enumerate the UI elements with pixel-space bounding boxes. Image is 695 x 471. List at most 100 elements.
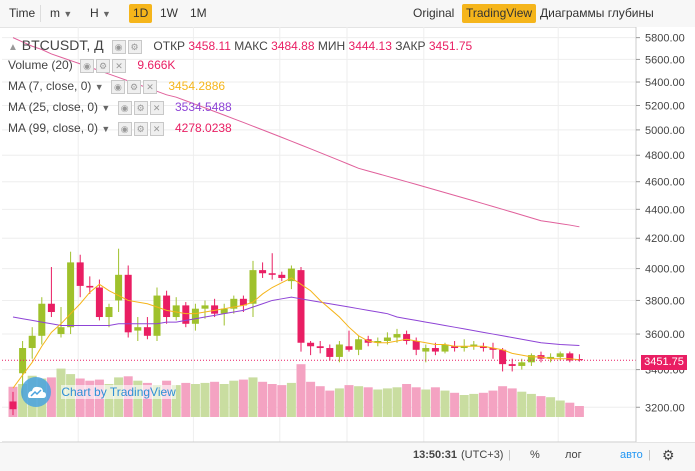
volume-bar <box>219 384 229 417</box>
interval-1m-button[interactable]: 1M <box>190 6 207 20</box>
volume-bar <box>459 395 469 417</box>
toolbar-divider <box>40 5 41 22</box>
candle-body <box>124 274 132 333</box>
low-label: МИН <box>317 39 346 53</box>
y-tick-label: 5000.00 <box>645 125 685 137</box>
chevron-down-icon[interactable]: ▼ <box>94 82 104 92</box>
candle-body <box>518 362 526 366</box>
close-icon[interactable]: ✕ <box>149 101 164 116</box>
view-original-button[interactable]: Original <box>413 6 455 20</box>
logo-text: Chart by TradingView <box>61 385 176 399</box>
y-tick-label: 4800.00 <box>645 150 685 162</box>
volume-bar <box>546 397 556 417</box>
candle-body <box>95 287 103 318</box>
candle-body <box>335 344 343 357</box>
hours-dropdown[interactable]: H ▼ <box>90 4 111 23</box>
candle-body <box>47 303 55 313</box>
ma99-line <box>12 37 580 228</box>
candle-body <box>28 335 36 349</box>
volume-bar <box>344 385 354 417</box>
volume-bar <box>152 385 162 417</box>
close-label: ЗАКР <box>395 39 426 53</box>
close-icon[interactable]: ✕ <box>142 80 157 95</box>
candle-body <box>153 295 161 336</box>
y-tick-label: 5800.00 <box>645 33 685 45</box>
settings-icon[interactable]: ⚙ <box>133 101 148 116</box>
volume-bar <box>46 377 56 417</box>
volume-bar <box>190 384 200 417</box>
minutes-dropdown[interactable]: m ▼ <box>50 4 72 23</box>
close-icon[interactable]: ✕ <box>149 122 164 137</box>
volume-bar <box>450 392 460 417</box>
y-tick-label: 5400.00 <box>645 77 685 89</box>
candle-body <box>316 346 324 349</box>
candle-body <box>9 401 17 410</box>
chevron-down-icon[interactable]: ▼ <box>101 103 111 113</box>
candle-body <box>326 348 334 357</box>
volume-bar <box>296 364 306 417</box>
toolbar-divider: | <box>508 449 511 461</box>
collapse-icon[interactable]: ▲ <box>8 42 18 53</box>
volume-bar <box>210 381 220 417</box>
last-price-tag: 3451.75 <box>641 355 687 370</box>
legend-ma25-row: MA (25, close, 0) ▼ ◉ ⚙ ✕ 3534.5488 <box>8 100 232 116</box>
visibility-icon[interactable]: ◉ <box>117 101 132 116</box>
view-tradingview-button[interactable]: TradingView <box>462 4 537 23</box>
candle-body <box>297 270 305 343</box>
volume-value: 9.666K <box>137 58 176 72</box>
log-toggle[interactable]: лог <box>565 449 582 461</box>
settings-icon[interactable]: ⚙ <box>127 40 142 55</box>
candle-body <box>86 285 94 288</box>
candle-body <box>499 349 507 365</box>
interval-1w-button[interactable]: 1W <box>160 6 178 20</box>
volume-bar <box>411 387 421 417</box>
candle-body <box>412 341 420 350</box>
candle-body <box>191 308 199 324</box>
candle-body <box>527 355 535 363</box>
visibility-icon[interactable]: ◉ <box>117 122 132 137</box>
volume-bar <box>469 393 479 417</box>
visibility-icon[interactable]: ◉ <box>110 80 125 95</box>
visibility-icon[interactable]: ◉ <box>80 59 95 74</box>
volume-bar <box>56 368 66 417</box>
candle-body <box>422 348 430 352</box>
volume-bar <box>565 402 575 417</box>
volume-bar <box>430 387 440 417</box>
volume-bar <box>354 386 364 417</box>
auto-toggle[interactable]: авто <box>620 449 643 461</box>
tradingview-logo[interactable]: Chart by TradingView <box>20 376 176 408</box>
volume-bar <box>478 392 488 417</box>
moving-averages <box>2 37 636 389</box>
chevron-down-icon[interactable]: ▼ <box>101 124 111 134</box>
volume-bar <box>238 379 248 417</box>
settings-icon[interactable]: ⚙ <box>133 122 148 137</box>
volume-bar <box>200 382 210 417</box>
view-depth-button[interactable]: Диаграммы глубины <box>540 6 654 20</box>
candle-body <box>307 342 315 347</box>
chevron-down-icon: ▼ <box>63 9 73 19</box>
settings-icon[interactable]: ⚙ <box>96 59 111 74</box>
settings-icon[interactable]: ⚙ <box>126 80 141 95</box>
candle-body <box>259 270 267 274</box>
percent-toggle[interactable]: % <box>530 449 540 461</box>
volume-bar <box>277 385 287 417</box>
candle-body <box>460 346 468 349</box>
candle-body <box>220 308 228 314</box>
candle-body <box>556 353 564 357</box>
candle-body <box>451 346 459 349</box>
time-label[interactable]: Time <box>9 6 36 20</box>
candle-body <box>278 274 286 278</box>
chart-grid <box>2 27 646 442</box>
visibility-icon[interactable]: ◉ <box>111 40 126 55</box>
timezone-label[interactable]: (UTC+3) <box>461 449 504 461</box>
volume-bar <box>536 396 546 417</box>
close-icon[interactable]: ✕ <box>112 59 127 74</box>
interval-1d-button[interactable]: 1D <box>129 4 153 23</box>
candle-body <box>489 348 497 350</box>
y-tick-label: 3600.00 <box>645 329 685 341</box>
price-chart[interactable]: 3200.003400.003600.003800.004000.004200.… <box>0 27 695 442</box>
settings-icon[interactable]: ⚙ <box>662 447 675 463</box>
volume-bar <box>267 384 277 417</box>
volume-bar <box>171 385 181 417</box>
volume-bar <box>306 381 316 417</box>
